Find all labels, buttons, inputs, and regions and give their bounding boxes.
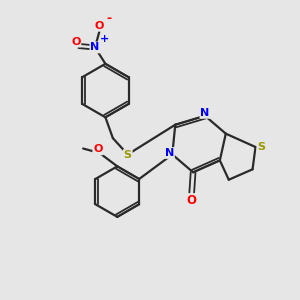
Text: N: N <box>90 43 100 52</box>
Text: S: S <box>124 150 132 160</box>
Text: S: S <box>257 142 266 152</box>
Text: O: O <box>71 37 80 46</box>
Text: N: N <box>200 108 210 118</box>
Text: N: N <box>165 148 174 158</box>
Text: O: O <box>187 194 196 207</box>
Text: -: - <box>106 12 111 25</box>
Text: O: O <box>93 144 103 154</box>
Text: O: O <box>95 21 104 31</box>
Text: +: + <box>100 34 109 44</box>
